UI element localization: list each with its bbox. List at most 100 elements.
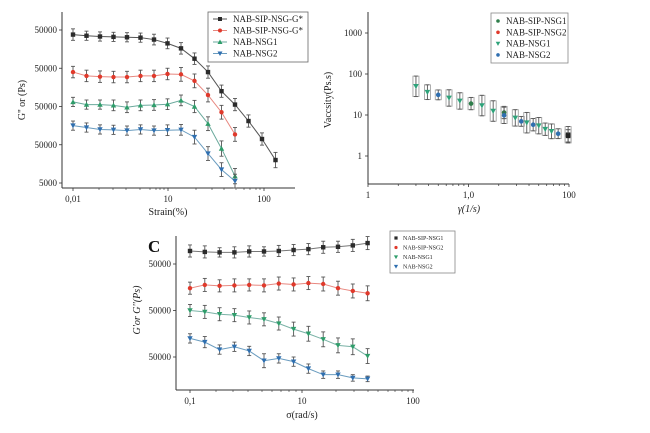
data-point — [350, 288, 355, 294]
data-point — [365, 291, 370, 296]
data-point — [110, 127, 117, 133]
data-point — [350, 375, 356, 381]
data-point — [218, 145, 225, 151]
data-point — [535, 123, 542, 129]
y-tick-label: 5000 — [39, 178, 58, 188]
data-point — [246, 118, 251, 124]
data-point — [216, 347, 223, 353]
data-point — [490, 108, 496, 114]
legend-marker — [393, 264, 399, 269]
data-point — [97, 34, 103, 39]
data-point — [219, 89, 224, 94]
data-point — [192, 78, 197, 84]
data-point — [202, 339, 208, 345]
data-point — [178, 97, 184, 103]
legend-label: NAB-SIP-NSG2 — [403, 246, 443, 252]
x-tick-label: 100 — [406, 396, 420, 406]
data-point — [246, 348, 252, 354]
data-point — [306, 280, 311, 286]
legend-label: NAB-SIP-NSG-G* — [233, 26, 304, 36]
series-2 — [70, 94, 238, 185]
data-point — [217, 250, 222, 255]
data-point — [205, 121, 211, 126]
data-point — [350, 243, 355, 248]
y-tick-label: 100 — [349, 69, 363, 79]
data-point — [276, 356, 282, 362]
legend-marker — [218, 28, 222, 33]
y-tick-label: 50000 — [149, 306, 172, 316]
data-point — [138, 35, 143, 40]
legend-marker — [496, 19, 500, 23]
chart-a: 50000 50000 50000 50000 5000 0,01 10 100 Strain(… — [17, 11, 309, 218]
data-point — [70, 99, 76, 105]
data-point — [178, 46, 184, 51]
legend-label: NAB-SIP-NSG1 — [403, 236, 443, 242]
data-points — [412, 75, 572, 144]
data-point — [413, 84, 419, 90]
legend-label: NAB-SIP-NSG2 — [506, 27, 567, 37]
data-point — [320, 372, 326, 378]
data-point — [218, 167, 225, 173]
y-tick-label: 10 — [353, 110, 363, 120]
data-point — [70, 32, 76, 37]
y-axis-label: G'or G''(Ps) — [132, 285, 143, 335]
data-point — [291, 282, 296, 287]
data-point — [276, 321, 282, 327]
data-point — [191, 134, 198, 140]
data-point — [84, 73, 89, 79]
legend-label: NAB-SIP-NSG1 — [506, 16, 567, 26]
data-point — [501, 113, 507, 118]
data-point — [151, 37, 157, 42]
data-point — [335, 285, 341, 291]
data-point — [523, 120, 530, 126]
x-axis-label: γ(1/s) — [458, 204, 481, 215]
data-point — [321, 281, 326, 287]
data-point — [97, 127, 103, 133]
y-tick-label: 50000 — [35, 102, 58, 112]
data-point — [205, 69, 211, 75]
y-tick-label: 50000 — [35, 140, 58, 150]
data-point — [138, 73, 143, 79]
series-3 — [70, 120, 238, 189]
data-point — [548, 129, 555, 135]
data-point — [232, 178, 238, 184]
data-point — [259, 136, 265, 142]
series-0 — [187, 236, 370, 259]
x-tick-label: 0,01 — [65, 194, 81, 204]
data-point — [97, 74, 103, 79]
data-point — [231, 312, 238, 318]
legend-label: NAB-NSG1 — [506, 39, 551, 49]
data-point — [70, 69, 76, 75]
legend-marker — [394, 236, 398, 240]
data-point — [446, 95, 452, 101]
data-point — [291, 247, 296, 253]
data-point — [151, 102, 157, 108]
legend-marker — [496, 53, 500, 57]
legend-box — [490, 12, 569, 64]
data-point — [202, 309, 208, 315]
data-point — [364, 376, 371, 382]
data-point — [320, 337, 326, 343]
data-point — [290, 326, 297, 332]
data-point — [97, 101, 103, 107]
data-point — [457, 98, 463, 104]
data-point — [261, 249, 267, 254]
x-tick-label: 10 — [298, 396, 308, 406]
y-tick-label: 50000 — [149, 259, 172, 269]
series-2 — [187, 304, 371, 364]
data-point — [165, 71, 170, 77]
data-point — [335, 372, 341, 378]
x-tick-label: 0,1 — [184, 396, 195, 406]
data-point — [124, 104, 130, 110]
legend-label: NAB-NSG2 — [506, 50, 551, 60]
data-point — [290, 359, 297, 365]
data-point — [83, 101, 90, 107]
data-point — [305, 331, 312, 337]
series-3 — [187, 333, 371, 383]
data-point — [151, 73, 157, 79]
data-point — [261, 283, 267, 288]
x-axis-label: σ(rad/s) — [286, 410, 318, 421]
data-point — [217, 283, 222, 289]
